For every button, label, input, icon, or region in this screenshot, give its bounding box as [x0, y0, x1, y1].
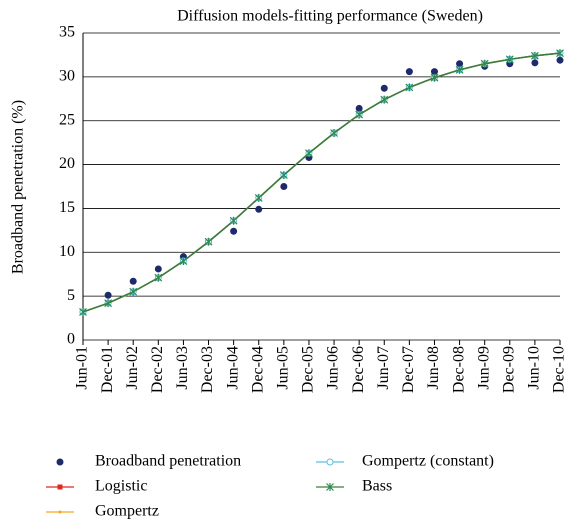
- chart-title: Diffusion models-fitting performance (Sw…: [177, 8, 483, 25]
- y-tick-label: 25: [59, 111, 75, 128]
- data-point: [556, 49, 564, 58]
- legend-item: Gompertz: [46, 503, 159, 520]
- x-tick-label: Jun-02: [124, 346, 141, 390]
- legend-marker: [56, 458, 64, 466]
- x-tick-label: Jun-06: [325, 346, 342, 390]
- data-point: [430, 73, 439, 82]
- data-point: [255, 205, 263, 213]
- legend-label: Gompertz: [95, 503, 159, 520]
- data-point: [556, 56, 564, 64]
- x-tick-label: Jun-07: [375, 346, 392, 390]
- legend-label: Logistic: [95, 478, 147, 495]
- legend-item: Gompertz (constant): [316, 453, 494, 470]
- x-tick-label: Jun-09: [475, 346, 492, 390]
- x-tick-label: Jun-01: [74, 346, 91, 390]
- legend-marker: [326, 483, 334, 491]
- x-tick-label: Dec-04: [249, 346, 266, 393]
- x-tick-label: Dec-03: [199, 346, 216, 393]
- series-line: [82, 52, 561, 313]
- x-tick-label: Jun-10: [526, 346, 543, 390]
- x-tick-label: Dec-09: [500, 346, 517, 393]
- x-tick-label: Dec-01: [99, 346, 116, 393]
- y-tick-label: 30: [59, 68, 75, 85]
- y-tick-label: 35: [59, 24, 75, 41]
- legend-item: Logistic: [46, 478, 147, 495]
- y-tick-label: 10: [59, 243, 75, 260]
- x-tick-label: Dec-05: [300, 346, 317, 393]
- legend-item: Bass: [316, 478, 392, 495]
- x-tick-label: Dec-08: [450, 346, 467, 393]
- x-tick-label: Jun-03: [174, 346, 191, 390]
- data-point: [230, 227, 238, 235]
- data-point: [330, 128, 338, 137]
- x-tick-label: Dec-06: [350, 346, 367, 393]
- data-point: [355, 110, 364, 119]
- x-tick-label: Jun-04: [224, 346, 241, 390]
- data-point: [455, 65, 464, 74]
- data-point: [280, 183, 288, 190]
- data-point: [204, 237, 213, 246]
- data-point: [254, 193, 263, 202]
- x-tick-label: Dec-02: [149, 346, 166, 393]
- series-line: [82, 52, 561, 313]
- data-point: [405, 68, 413, 76]
- data-point: [79, 307, 87, 316]
- x-tick-label: Jun-05: [275, 346, 292, 390]
- data-point: [480, 59, 489, 68]
- data-point: [179, 257, 188, 266]
- y-axis-label: Broadband penetration (%): [10, 100, 27, 274]
- legend-label: Gompertz (constant): [362, 453, 494, 470]
- data-point: [531, 59, 539, 67]
- y-tick-label: 5: [67, 287, 75, 304]
- data-point: [279, 171, 288, 180]
- data-point: [405, 83, 414, 92]
- data-point: [104, 291, 112, 299]
- legend-label: Bass: [362, 478, 392, 495]
- x-tick-label: Dec-07: [400, 346, 417, 393]
- x-tick-label: Jun-08: [425, 346, 442, 390]
- data-point: [129, 277, 137, 285]
- data-point: [129, 287, 138, 296]
- series-line: [82, 52, 561, 313]
- data-point: [104, 299, 113, 308]
- y-tick-label: 15: [59, 199, 75, 216]
- data-point: [355, 104, 363, 112]
- legend-marker: [58, 510, 62, 514]
- data-point: [530, 51, 539, 60]
- legend-marker: [57, 484, 63, 490]
- data-point: [305, 149, 313, 158]
- data-point: [380, 95, 389, 104]
- data-point: [456, 60, 464, 68]
- series-line: [82, 52, 561, 313]
- y-tick-label: 20: [59, 155, 75, 172]
- legend-item: Broadband penetration: [56, 453, 241, 470]
- data-point: [154, 273, 163, 282]
- y-tick-label: 0: [67, 331, 75, 348]
- data-point: [505, 55, 514, 64]
- data-point: [430, 68, 438, 76]
- legend-marker: [326, 458, 334, 466]
- data-point: [229, 216, 238, 225]
- x-tick-label: Dec-10: [551, 346, 565, 393]
- data-point: [380, 84, 388, 92]
- legend-label: Broadband penetration: [95, 453, 241, 470]
- data-point: [154, 265, 162, 273]
